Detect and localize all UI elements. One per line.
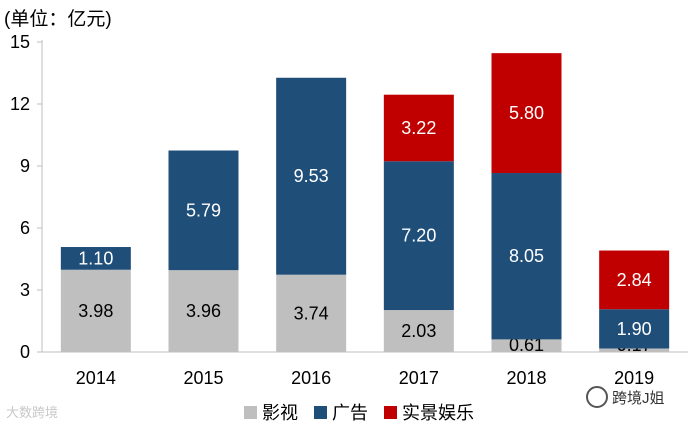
data-label-2014-1: 1.10: [78, 248, 113, 268]
data-label-2018-0: 0.61: [509, 335, 544, 355]
legend: 影视 广告 实景娱乐: [244, 399, 474, 425]
x-tick-label-2016: 2016: [291, 368, 331, 388]
x-tick-label-2019: 2019: [614, 368, 654, 388]
legend-item-ad: 广告: [314, 399, 368, 425]
bar-segment-2016-1: [276, 77, 347, 275]
legend-label-film: 影视: [262, 403, 298, 423]
legend-label-live: 实景娱乐: [402, 403, 474, 423]
legend-swatch-ad: [314, 405, 327, 419]
y-tick-label: 3: [20, 280, 30, 300]
bar-segment-2019-0: [599, 348, 670, 352]
bar-segment-2014-0: [60, 269, 131, 352]
legend-swatch-film: [244, 405, 257, 419]
legend-swatch-live: [384, 405, 397, 419]
legend-item-live: 实景娱乐: [384, 399, 474, 425]
x-tick-label-2017: 2017: [399, 368, 439, 388]
x-tick-label-2015: 2015: [183, 368, 223, 388]
bar-segment-2016-0: [276, 274, 347, 352]
wechat-icon: [586, 386, 608, 408]
y-tick-label: 6: [20, 218, 30, 238]
x-tick-label-2014: 2014: [76, 368, 116, 388]
x-tick-label-2018: 2018: [506, 368, 546, 388]
bar-segment-2017-0: [383, 310, 454, 352]
y-tick-label: 9: [20, 156, 30, 176]
legend-item-film: 影视: [244, 399, 298, 425]
data-label-2014-0: 3.98: [78, 301, 113, 321]
data-label-2019-2: 2.84: [617, 270, 652, 290]
data-label-2017-1: 7.20: [401, 226, 436, 246]
bar-segment-2015-1: [168, 150, 239, 271]
data-label-2019-1: 1.90: [617, 319, 652, 339]
watermark-left: 大数跨境: [6, 405, 59, 420]
data-label-2018-1: 8.05: [509, 246, 544, 266]
data-label-2015-0: 3.96: [186, 301, 221, 321]
bar-segment-2018-1: [491, 173, 562, 340]
data-label-2016-0: 3.74: [294, 303, 329, 323]
data-label-2015-1: 5.79: [186, 200, 221, 220]
data-label-2018-2: 5.80: [509, 103, 544, 123]
unit-label: (单位：亿元): [4, 9, 112, 30]
bar-segment-2017-2: [383, 94, 454, 162]
bar-segment-2018-0: [491, 339, 562, 352]
bar-segment-2017-1: [383, 161, 454, 311]
data-label-2016-1: 9.53: [294, 166, 329, 186]
y-tick-label: 0: [20, 342, 30, 362]
watermark-right-text: 跨境J姐: [612, 389, 665, 407]
bar-segment-2014-1: [60, 247, 131, 270]
watermark-right: 跨境J姐: [586, 386, 665, 408]
bar-segment-2019-1: [599, 309, 670, 349]
y-tick-label: 15: [10, 32, 30, 52]
bar-segment-2019-2: [599, 250, 670, 310]
data-label-2017-2: 3.22: [401, 118, 436, 138]
bar-segment-2018-2: [491, 53, 562, 174]
legend-label-ad: 广告: [332, 403, 368, 423]
data-label-2017-0: 2.03: [401, 321, 436, 341]
bar-segment-2015-0: [168, 270, 239, 352]
y-tick-label: 12: [10, 94, 30, 114]
